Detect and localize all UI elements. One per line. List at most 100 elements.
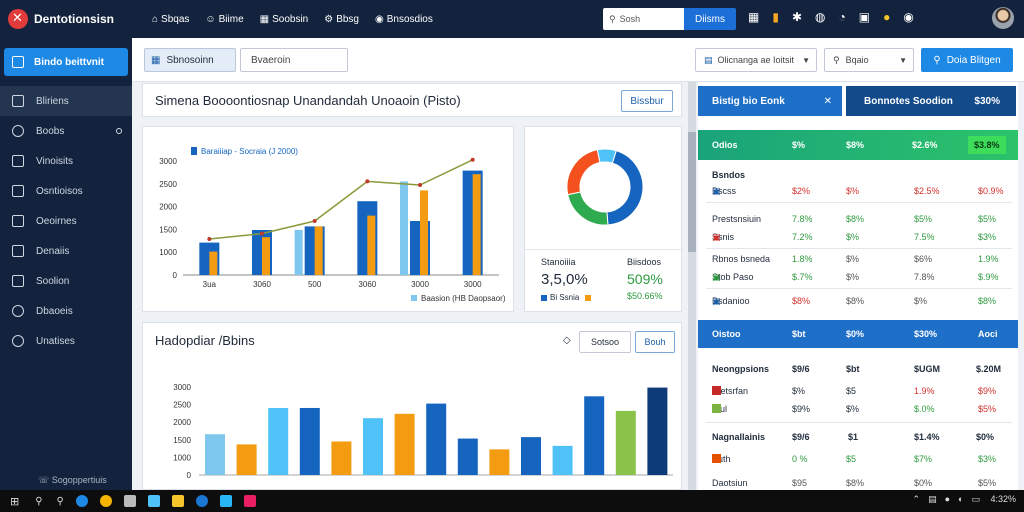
- row-cell: $2%: [792, 186, 811, 196]
- search-icon[interactable]: ⚲: [56, 495, 64, 507]
- topnav-item-3[interactable]: ▦ Soobsin: [259, 13, 309, 25]
- list-icon: [12, 95, 24, 107]
- search-input[interactable]: [240, 48, 348, 72]
- chrome-icon[interactable]: [99, 495, 112, 507]
- bar-line-chart: 3000 2500 2000 1500 1000 0 Baraiiiap - Socraia…: [159, 147, 506, 303]
- table-row[interactable]: ▣ Bscss $2% $% $2.5% $0.9%: [698, 182, 1018, 200]
- app-icon[interactable]: ●: [944, 494, 951, 504]
- blue-summary-row[interactable]: Oistoo $bt $0% $30% Aoci: [698, 320, 1018, 348]
- table-row[interactable]: Rbnos bsneda 1.8% $% $6% 1.9%: [698, 250, 1018, 268]
- notification-icon[interactable]: ●: [883, 10, 891, 24]
- folder-icon[interactable]: [171, 495, 184, 507]
- primary-action-button[interactable]: ⚲ Doia Blitgen: [921, 48, 1013, 72]
- row-cell: $.9%: [978, 272, 999, 282]
- top-icons: ▦ ▮ ✱ ◍ ◔ ▣ ● ◉: [748, 10, 914, 24]
- chevron-up-icon[interactable]: ⌃: [912, 494, 921, 504]
- chart-icon[interactable]: ▮: [772, 10, 779, 24]
- row-cell: 7.2%: [792, 232, 813, 242]
- windows-icon[interactable]: ⊞: [10, 495, 20, 508]
- sidebar-primary-button[interactable]: Bindo beittvnit: [4, 48, 128, 76]
- sidebar-item-2[interactable]: Boobs: [0, 116, 132, 146]
- media-icon[interactable]: [243, 495, 256, 507]
- legend-label: Baasion (HB Daopsaor): [421, 294, 506, 303]
- scrollbar-thumb[interactable]: [688, 132, 696, 252]
- search-icon[interactable]: ⚲: [35, 495, 43, 507]
- edge-icon[interactable]: [75, 495, 88, 507]
- scrollbar[interactable]: [688, 82, 696, 490]
- table-icon: [12, 245, 24, 257]
- row-cell: $8%: [846, 478, 865, 488]
- table-row[interactable]: Biul $9% $% $.0% $5%: [698, 400, 1018, 418]
- overview-title: Simena Boooontiosnap Unandandah Unoaoin …: [155, 92, 461, 108]
- row-cell: $6%: [914, 254, 933, 264]
- store-icon[interactable]: [219, 495, 232, 507]
- bar: [615, 410, 636, 475]
- clock-icon[interactable]: ◔: [838, 10, 846, 24]
- filter-select[interactable]: ▤ Olicnanga ae Ioitsit ▼: [695, 48, 817, 72]
- table-row[interactable]: Prestsnsiuin 7.8% $8% $5% $5%: [698, 210, 1018, 228]
- top-search-button[interactable]: Diisms: [684, 8, 736, 30]
- browser-icon[interactable]: [195, 495, 208, 507]
- sidebar-item-5[interactable]: Oeoirnes: [0, 206, 132, 236]
- settings-icon[interactable]: ✱: [791, 10, 803, 24]
- green-summary-row[interactable]: Odios $% $8% $2.6% $3.8%: [698, 130, 1018, 160]
- sidebar-item-1[interactable]: Bliriens: [0, 86, 132, 116]
- row-swatch: [712, 386, 721, 395]
- y-tick-label: 2500: [159, 180, 177, 189]
- y-tick-label: 0: [173, 271, 178, 280]
- calendar-icon: [12, 275, 24, 287]
- close-icon[interactable]: ✕: [823, 95, 832, 107]
- top-search-input[interactable]: ⚲ Sosh: [603, 8, 685, 30]
- battery-icon[interactable]: ▭: [971, 494, 980, 504]
- y-tick-label: 1500: [173, 436, 191, 445]
- table-row[interactable]: ▣ Bsdanioo $8% $8% $% $8%: [698, 292, 1018, 310]
- row-swatch: [712, 404, 721, 413]
- topnav-item-2[interactable]: ☺ Biime: [205, 13, 244, 25]
- row-cell: $8%: [846, 214, 865, 224]
- topnav-item-4[interactable]: ⚙ Bbsg: [324, 13, 359, 25]
- bar: [647, 387, 668, 475]
- view-tab-button[interactable]: ▦ Sbnosoinn: [144, 48, 236, 72]
- sidebar-footer[interactable]: ☏ Sogoppertiuis: [38, 475, 107, 485]
- row-label: ▣ Bsdanioo: [712, 296, 750, 306]
- grid-icon[interactable]: ▦: [748, 10, 760, 24]
- bottom-chart-button-1[interactable]: Sotsoo: [579, 331, 631, 353]
- table-row[interactable]: Stetsrfan $% $5 1.9% $9%: [698, 382, 1018, 400]
- sidebar-item-6[interactable]: Denaiis: [0, 236, 132, 266]
- sidebar-item-4[interactable]: Osntioisos: [0, 176, 132, 206]
- globe-icon[interactable]: ◍: [815, 10, 826, 24]
- table-row[interactable]: Daotsiun $95 $8% $0% $5%: [698, 474, 1018, 492]
- row-label: ▣ Ssnis: [712, 232, 734, 242]
- settings-icon[interactable]: ◇: [563, 335, 571, 346]
- topnav-item-1[interactable]: ⌂ Sbqas: [152, 13, 190, 25]
- app-logo[interactable]: Dentotionsisn: [0, 0, 132, 38]
- trend-point: [365, 179, 370, 184]
- sidebar-item-9[interactable]: Unatises: [0, 326, 132, 356]
- bottom-chart-button-2[interactable]: Bouh: [635, 331, 675, 353]
- divider: [706, 202, 1012, 203]
- sidebar-item-3[interactable]: Vinoisits: [0, 146, 132, 176]
- row-cell: $%: [914, 296, 928, 306]
- app-icon[interactable]: [123, 495, 136, 507]
- avatar[interactable]: [992, 7, 1014, 29]
- row-cell: 1.9%: [978, 254, 999, 264]
- period-select[interactable]: ⚲ Bqaio ▼: [824, 48, 914, 72]
- gear-icon: ▣: [712, 296, 721, 306]
- topnav-item-5[interactable]: ◉ Bnsosdios: [375, 13, 433, 25]
- sidebar-item-8[interactable]: Dbaoeis: [0, 296, 132, 326]
- explorer-icon[interactable]: [147, 495, 160, 507]
- right-head-tab[interactable]: Bistig bio Eonk ✕: [698, 86, 842, 116]
- volume-icon[interactable]: ◐: [958, 494, 964, 504]
- overview-button[interactable]: Bissbur: [621, 90, 673, 112]
- bar: [331, 441, 352, 475]
- row-label-text: Daotsiun: [712, 478, 748, 488]
- network-icon[interactable]: ▤: [928, 494, 937, 504]
- table-row[interactable]: ▣ Stob Paso $.7% $% 7.8% $.9%: [698, 268, 1018, 286]
- calendar-icon[interactable]: ▣: [858, 10, 871, 24]
- table-row[interactable]: Buth 0 % $5 $7% $3%: [698, 450, 1018, 468]
- info-icon[interactable]: ◉: [903, 10, 914, 24]
- row-cell: $8%: [792, 296, 811, 306]
- top-nav: ⌂ Sbqas ☺ Biime ▦ Soobsin ⚙ Bbsg ◉ Bnsosdios: [152, 14, 433, 25]
- sidebar-item-7[interactable]: Soolion: [0, 266, 132, 296]
- table-row[interactable]: ▣ Ssnis 7.2% $% 7.5% $3%: [698, 228, 1018, 246]
